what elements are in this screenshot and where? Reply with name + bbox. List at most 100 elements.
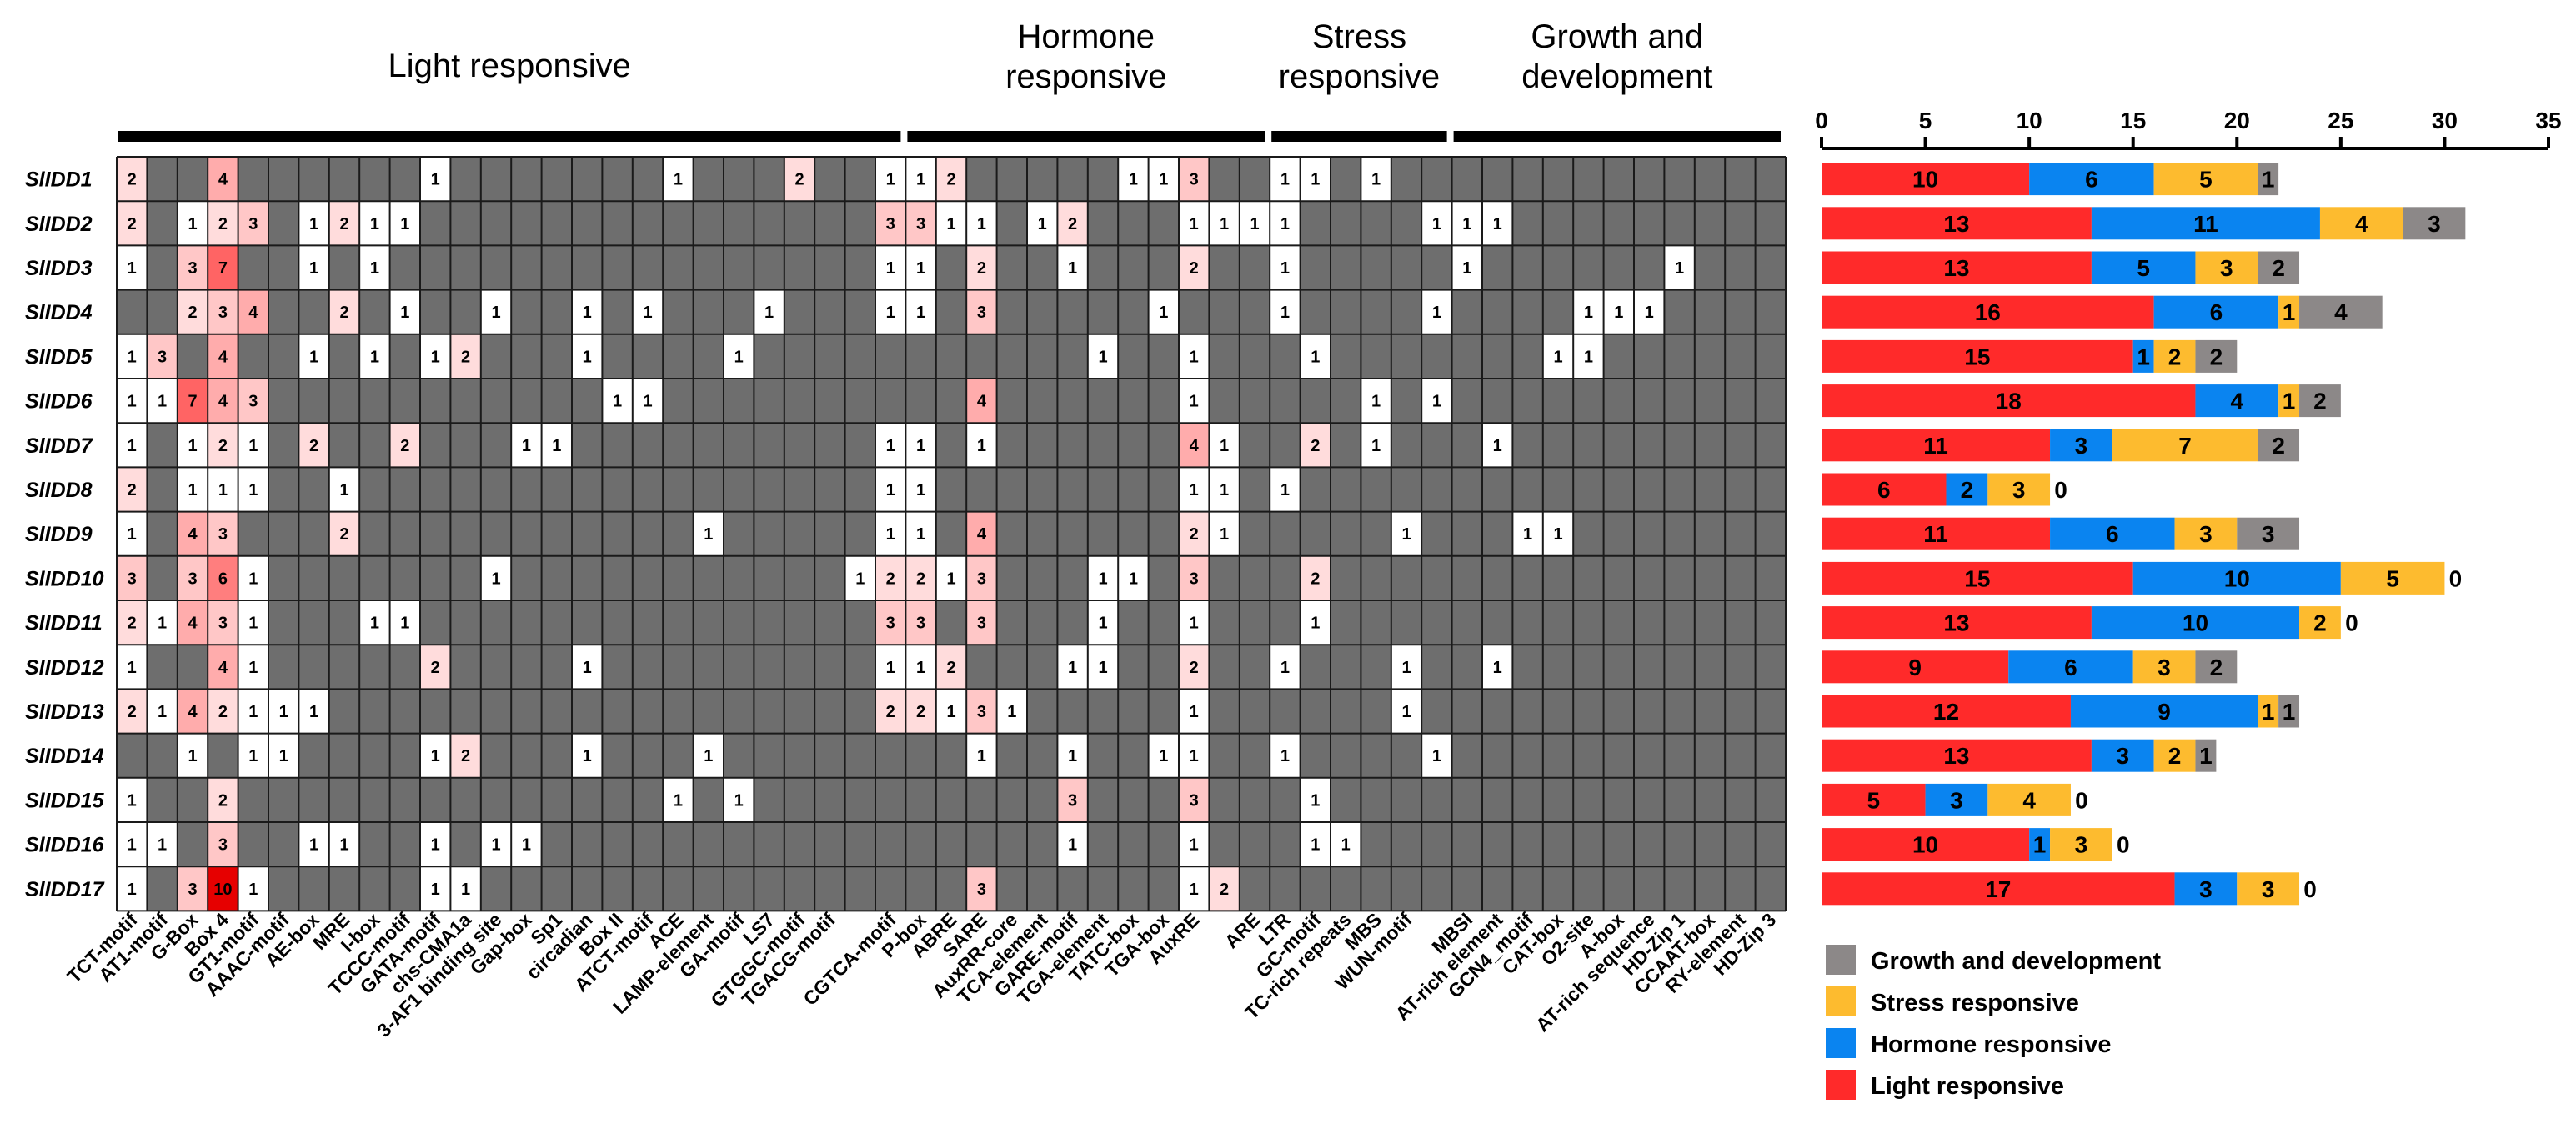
- motif-cell: [905, 600, 936, 645]
- motif-cell: [663, 157, 694, 202]
- cell-value: 1: [674, 791, 683, 810]
- motif-cell: [1057, 822, 1088, 867]
- cell-value: 3: [1190, 791, 1199, 810]
- motif-cell: [1179, 777, 1210, 822]
- bar-segment: [1925, 783, 1988, 816]
- bar-value-label: 13: [1943, 610, 1969, 636]
- cell-value: 1: [400, 615, 409, 633]
- bar-value-label: 13: [1943, 743, 1969, 769]
- cell-value: 1: [1190, 215, 1199, 233]
- bar-segment: [1822, 828, 2030, 861]
- motif-cell: [996, 689, 1027, 734]
- bar-segment: [2132, 561, 2341, 595]
- cell-value: 1: [583, 747, 592, 765]
- cell-value: 1: [1068, 259, 1077, 278]
- gene-label: SlIDD11: [25, 612, 103, 635]
- bar-segment: [2153, 295, 2279, 329]
- bar-value-label: 3: [2428, 211, 2441, 237]
- cell-value: 1: [1280, 259, 1290, 278]
- cell-value: 2: [1068, 215, 1077, 233]
- motif-cell: [1057, 645, 1088, 690]
- motif-cell: [1270, 733, 1301, 778]
- bar-segment: [2091, 251, 2196, 284]
- bar-segment: [2278, 384, 2300, 418]
- motif-cell: [1118, 157, 1149, 202]
- cell-value: 4: [977, 393, 987, 411]
- cell-value: 3: [916, 215, 925, 233]
- bar-segment: [2258, 695, 2279, 728]
- cell-value: 1: [400, 304, 409, 322]
- bar-segment: [2174, 872, 2238, 906]
- bar-segment: [2153, 739, 2196, 772]
- cell-value: 1: [370, 259, 379, 278]
- motif-cell: [268, 689, 299, 734]
- motif-cell: [117, 645, 148, 690]
- gene-label: SlIDD14: [25, 745, 104, 768]
- cell-value: 1: [1280, 659, 1290, 677]
- motif-cell: [208, 245, 238, 290]
- cell-value: 2: [886, 703, 895, 721]
- cell-value: 1: [916, 481, 925, 499]
- gene-label: SlIDD10: [25, 567, 104, 590]
- group-label: Light responsive: [388, 48, 631, 84]
- group-brackets: [118, 131, 1781, 142]
- motif-cell: [117, 555, 148, 600]
- cell-value: 1: [128, 836, 137, 855]
- group-label: development: [1521, 58, 1712, 95]
- motif-cell: [632, 379, 664, 424]
- cell-value: 2: [128, 481, 137, 499]
- bar-segment: [2112, 429, 2258, 462]
- cell-value: 2: [916, 570, 925, 588]
- motif-cell: [117, 689, 148, 734]
- motif-cell: [693, 511, 724, 556]
- bar-segment: [1987, 783, 2071, 816]
- motif-cell: [389, 289, 420, 334]
- bar-segment: [2195, 251, 2258, 284]
- cell-value: 3: [977, 570, 986, 588]
- motif-cell: [905, 423, 936, 468]
- bar-value-label: 3: [2116, 743, 2129, 769]
- motif-cell: [1361, 423, 1391, 468]
- cell-value: 1: [764, 304, 774, 322]
- cell-value: 2: [1190, 659, 1199, 677]
- cell-value: 1: [1371, 437, 1381, 455]
- heatmap-background: [117, 157, 1786, 911]
- motif-cell: [177, 866, 208, 911]
- motif-cell: [238, 689, 268, 734]
- bar-value-label: 5: [2137, 255, 2150, 281]
- motif-cell: [1057, 245, 1088, 290]
- motif-cell: [966, 866, 997, 911]
- cell-value: 1: [248, 881, 258, 899]
- motif-cell: [1300, 157, 1331, 202]
- cell-value: 1: [128, 881, 137, 899]
- gene-label: SlIDD8: [25, 479, 93, 502]
- bar-value-label: 3: [2262, 521, 2275, 547]
- bar-value-label: 11: [1923, 521, 1948, 547]
- cell-value: 3: [248, 215, 258, 233]
- bar-value-label: 13: [1943, 255, 1969, 281]
- cell-value: 4: [218, 393, 228, 411]
- cell-value: 1: [128, 259, 137, 278]
- motif-cell: [966, 201, 997, 246]
- motif-cell: [147, 379, 178, 424]
- bar-value-label: 3: [2158, 655, 2171, 680]
- motif-cell: [966, 600, 997, 645]
- motif-cell: [177, 689, 208, 734]
- motif-cell: [1573, 334, 1604, 379]
- bar-value-label: 4: [2334, 299, 2348, 325]
- bar-value-label: 18: [1996, 389, 2022, 414]
- motif-cell: [1451, 245, 1482, 290]
- motif-cell: [1087, 600, 1119, 645]
- legend-label: Stress responsive: [1871, 990, 2079, 1016]
- bar-segment: [2278, 695, 2300, 728]
- motif-cell: [1482, 423, 1513, 468]
- bar-value-label: 10: [2183, 610, 2208, 636]
- cell-value: 1: [916, 437, 925, 455]
- motif-cell: [966, 733, 997, 778]
- bar-value-label: 1: [2283, 299, 2296, 325]
- gene-label: SlIDD3: [25, 257, 93, 280]
- cell-value: 1: [1250, 215, 1259, 233]
- cell-value: 4: [188, 615, 198, 633]
- legend-swatch: [1826, 1028, 1856, 1058]
- cell-value: 1: [946, 570, 955, 588]
